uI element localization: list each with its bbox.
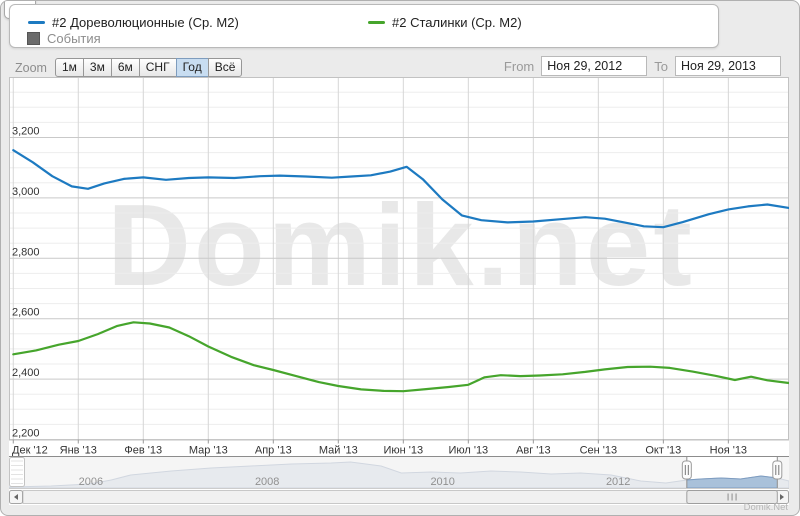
navigator-left-grip[interactable]	[9, 457, 25, 487]
zoom-row: Zoom 1м 3м 6м СНГ Год Всё	[15, 58, 243, 77]
zoom-button-Год[interactable]: Год	[175, 58, 209, 77]
from-label: From	[503, 58, 535, 74]
zoom-button-СНГ[interactable]: СНГ	[138, 58, 177, 77]
y-axis-label: 3,200	[12, 126, 40, 138]
legend-label-events: События	[47, 31, 101, 46]
x-axis-label: Май '13	[319, 445, 358, 457]
x-axis-label: Янв '13	[60, 445, 97, 457]
series-line-1[interactable]	[12, 321, 789, 393]
legend-label-series-0: #2 Дореволюционные (Ср. М2)	[52, 15, 239, 30]
x-axis-label: Мар '13	[189, 445, 228, 457]
legend-box: #2 Дореволюционные (Ср. М2) #2 Сталинки …	[9, 4, 719, 48]
chart-panel: Domik.net 2,200 2,400 2,600 2,800 3,000 3,200 Д…	[9, 77, 789, 456]
navigator[interactable]: 2006200820102012	[9, 456, 789, 505]
x-axis-label: Сен '13	[580, 445, 618, 457]
y-axis-label: 2,200	[12, 428, 40, 440]
series-line-0[interactable]	[12, 149, 789, 229]
chart-watermark: Domik.net	[107, 180, 695, 310]
x-axis-label: Ноя '13	[710, 445, 747, 457]
x-axis-label: Дек '12	[12, 445, 48, 457]
scrollbar-thumb[interactable]	[686, 490, 778, 504]
scrollbar-track[interactable]	[22, 490, 776, 504]
x-axis-label: Июн '13	[384, 445, 424, 457]
from-date-input[interactable]	[541, 56, 648, 76]
navigator-handle-left[interactable]	[681, 460, 692, 480]
x-axis-label: Авг '13	[516, 445, 551, 457]
x-axis-label: Апр '13	[255, 445, 292, 457]
y-axis-label: 3,000	[12, 186, 40, 198]
brand-watermark-small: Domik.Net	[743, 502, 788, 513]
main-chart-plot[interactable]: Domik.net 2,200 2,400 2,600 2,800 3,000 3,200 Д…	[9, 77, 789, 456]
series-0-line-icon	[28, 21, 45, 24]
y-axis-label: 2,800	[12, 246, 40, 258]
y-axis-label: 2,400	[12, 367, 40, 379]
events-square-icon	[27, 32, 40, 45]
y-axis-label: 2,600	[12, 307, 40, 319]
x-axis-label: Окт '13	[645, 445, 681, 457]
zoom-button-group: 1м 3м 6м СНГ Год Всё	[54, 58, 243, 77]
navigator-handle-right[interactable]	[772, 460, 783, 480]
legend-label-series-1: #2 Сталинки (Ср. М2)	[392, 15, 522, 30]
series-1-line-icon	[368, 21, 385, 24]
zoom-button-1м[interactable]: 1м	[54, 58, 84, 77]
date-range-row: From To	[504, 56, 781, 76]
navigator-wrap: 2006200820102012	[9, 456, 789, 505]
legend-item-events[interactable]: События	[27, 31, 101, 46]
x-axis-label: Июл '13	[448, 445, 488, 457]
zoom-caption: Zoom	[15, 60, 47, 75]
scrollbar-left-arrow[interactable]	[9, 490, 23, 504]
zoom-button-6м[interactable]: 6м	[110, 58, 140, 77]
to-label: To	[654, 58, 668, 74]
to-date-input[interactable]	[675, 56, 781, 76]
x-axis-label: Фев '13	[124, 445, 162, 457]
zoom-button-Всё[interactable]: Всё	[207, 58, 243, 77]
zoom-button-3м[interactable]: 3м	[82, 58, 112, 77]
legend-item-series-0[interactable]: #2 Дореволюционные (Ср. М2)	[28, 15, 239, 30]
legend-item-series-1[interactable]: #2 Сталинки (Ср. М2)	[368, 15, 522, 30]
